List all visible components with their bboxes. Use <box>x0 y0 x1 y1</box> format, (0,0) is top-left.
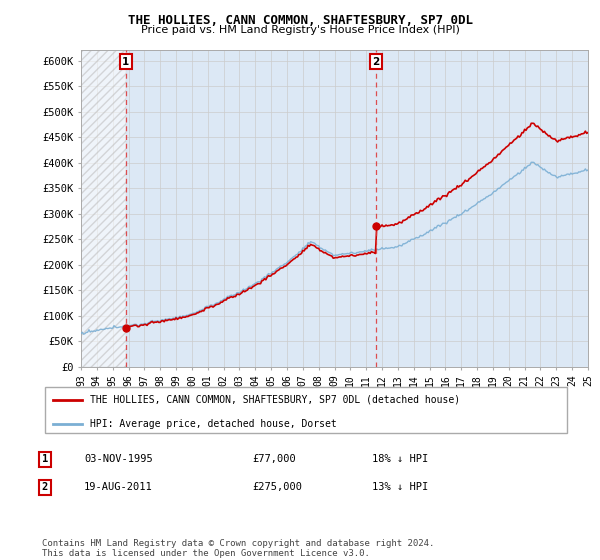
Bar <box>81 50 126 367</box>
Text: 18% ↓ HPI: 18% ↓ HPI <box>372 454 428 464</box>
Text: £275,000: £275,000 <box>252 482 302 492</box>
Text: £77,000: £77,000 <box>252 454 296 464</box>
Text: THE HOLLIES, CANN COMMON, SHAFTESBURY, SP7 0DL: THE HOLLIES, CANN COMMON, SHAFTESBURY, S… <box>128 14 473 27</box>
Text: THE HOLLIES, CANN COMMON, SHAFTESBURY, SP7 0DL (detached house): THE HOLLIES, CANN COMMON, SHAFTESBURY, S… <box>89 395 460 405</box>
Text: 2: 2 <box>42 482 48 492</box>
Text: 19-AUG-2011: 19-AUG-2011 <box>84 482 153 492</box>
Text: 1: 1 <box>42 454 48 464</box>
Text: Price paid vs. HM Land Registry's House Price Index (HPI): Price paid vs. HM Land Registry's House … <box>140 25 460 35</box>
Text: 2: 2 <box>373 57 380 67</box>
Text: 03-NOV-1995: 03-NOV-1995 <box>84 454 153 464</box>
Text: 13% ↓ HPI: 13% ↓ HPI <box>372 482 428 492</box>
FancyBboxPatch shape <box>44 388 568 433</box>
Text: Contains HM Land Registry data © Crown copyright and database right 2024.
This d: Contains HM Land Registry data © Crown c… <box>42 539 434 558</box>
Text: 1: 1 <box>122 57 130 67</box>
Text: HPI: Average price, detached house, Dorset: HPI: Average price, detached house, Dors… <box>89 418 336 428</box>
